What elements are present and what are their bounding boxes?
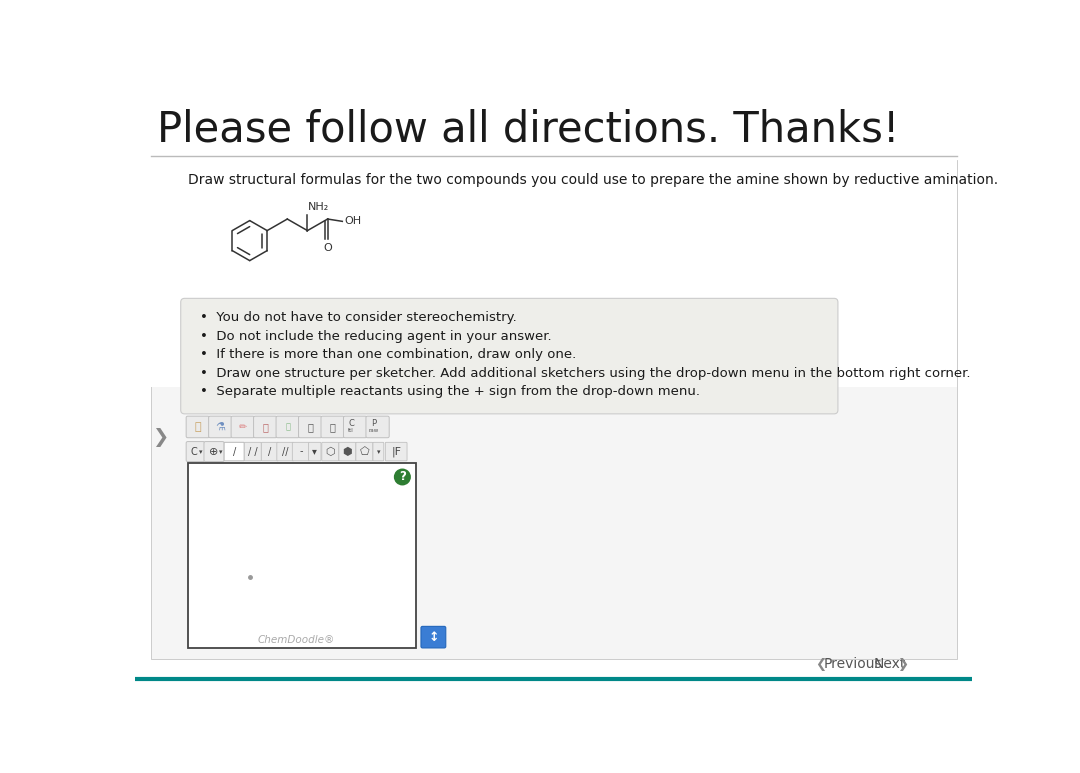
- Text: Please follow all directions. Thanks!: Please follow all directions. Thanks!: [157, 109, 900, 151]
- Text: ⬠: ⬠: [360, 447, 369, 457]
- FancyBboxPatch shape: [180, 298, 838, 414]
- Text: ?: ?: [399, 471, 406, 483]
- Text: ▾: ▾: [199, 448, 203, 455]
- FancyBboxPatch shape: [309, 442, 321, 461]
- Text: ChemDoodle®: ChemDoodle®: [257, 635, 335, 645]
- FancyBboxPatch shape: [322, 442, 339, 461]
- Text: 🔍: 🔍: [307, 422, 313, 432]
- Text: ➿: ➿: [262, 422, 268, 432]
- FancyBboxPatch shape: [356, 442, 373, 461]
- Text: C: C: [348, 420, 354, 428]
- FancyBboxPatch shape: [298, 416, 322, 438]
- Text: P: P: [372, 420, 376, 428]
- Text: ⚗: ⚗: [215, 422, 226, 432]
- Text: 🔎: 🔎: [329, 422, 336, 432]
- Text: ↕: ↕: [428, 631, 438, 644]
- Text: Draw structural formulas for the two compounds you could use to prepare the amin: Draw structural formulas for the two com…: [188, 173, 998, 187]
- Circle shape: [394, 468, 410, 485]
- FancyBboxPatch shape: [321, 416, 345, 438]
- FancyBboxPatch shape: [343, 416, 367, 438]
- Text: ▾: ▾: [377, 448, 380, 455]
- FancyBboxPatch shape: [386, 442, 407, 461]
- FancyBboxPatch shape: [231, 416, 255, 438]
- Text: Previous: Previous: [823, 657, 882, 671]
- Text: •  Separate multiple reactants using the + sign from the drop-down menu.: • Separate multiple reactants using the …: [200, 386, 700, 398]
- FancyBboxPatch shape: [339, 442, 356, 461]
- Text: C: C: [190, 447, 198, 457]
- FancyBboxPatch shape: [186, 441, 205, 461]
- Text: |F: |F: [391, 446, 401, 457]
- FancyBboxPatch shape: [186, 416, 210, 438]
- Text: ✋: ✋: [194, 422, 201, 432]
- Text: / /: / /: [248, 447, 258, 457]
- FancyBboxPatch shape: [373, 442, 383, 461]
- Text: ttl: ttl: [349, 428, 354, 434]
- FancyBboxPatch shape: [366, 416, 389, 438]
- Text: /: /: [268, 447, 271, 457]
- Text: •  Do not include the reducing agent in your answer.: • Do not include the reducing agent in y…: [200, 330, 552, 343]
- Text: ▾: ▾: [218, 448, 222, 455]
- Text: ❯: ❯: [897, 658, 908, 671]
- Text: NH₂: NH₂: [308, 202, 329, 212]
- FancyBboxPatch shape: [150, 160, 957, 659]
- Text: •  If there is more than one combination, draw only one.: • If there is more than one combination,…: [200, 349, 577, 362]
- Text: raw: raw: [368, 428, 379, 434]
- Text: •  Draw one structure per sketcher. Add additional sketchers using the drop-down: • Draw one structure per sketcher. Add a…: [200, 367, 971, 380]
- Text: ❯: ❯: [151, 428, 168, 448]
- Text: ✏: ✏: [239, 422, 247, 432]
- Text: •  You do not have to consider stereochemistry.: • You do not have to consider stereochem…: [200, 312, 517, 325]
- FancyBboxPatch shape: [293, 442, 309, 461]
- Text: Next: Next: [874, 657, 906, 671]
- FancyBboxPatch shape: [188, 463, 416, 648]
- Text: OH: OH: [345, 216, 362, 226]
- FancyBboxPatch shape: [276, 416, 299, 438]
- FancyBboxPatch shape: [150, 160, 957, 387]
- Text: O: O: [323, 243, 332, 253]
- Text: ▾: ▾: [312, 447, 318, 457]
- FancyBboxPatch shape: [421, 626, 446, 648]
- Text: /: /: [232, 447, 235, 457]
- FancyBboxPatch shape: [261, 442, 279, 461]
- Text: -: -: [299, 447, 302, 457]
- Text: ⊕: ⊕: [208, 447, 218, 457]
- FancyBboxPatch shape: [276, 442, 294, 461]
- FancyBboxPatch shape: [254, 416, 276, 438]
- Text: ⛓: ⛓: [285, 422, 291, 431]
- FancyBboxPatch shape: [204, 441, 225, 461]
- Text: ⬢: ⬢: [342, 447, 352, 457]
- FancyBboxPatch shape: [244, 442, 261, 461]
- FancyBboxPatch shape: [208, 416, 232, 438]
- Text: ⬡: ⬡: [325, 447, 335, 457]
- FancyBboxPatch shape: [225, 442, 244, 461]
- Text: //: //: [282, 447, 288, 457]
- Text: ❮: ❮: [814, 658, 826, 671]
